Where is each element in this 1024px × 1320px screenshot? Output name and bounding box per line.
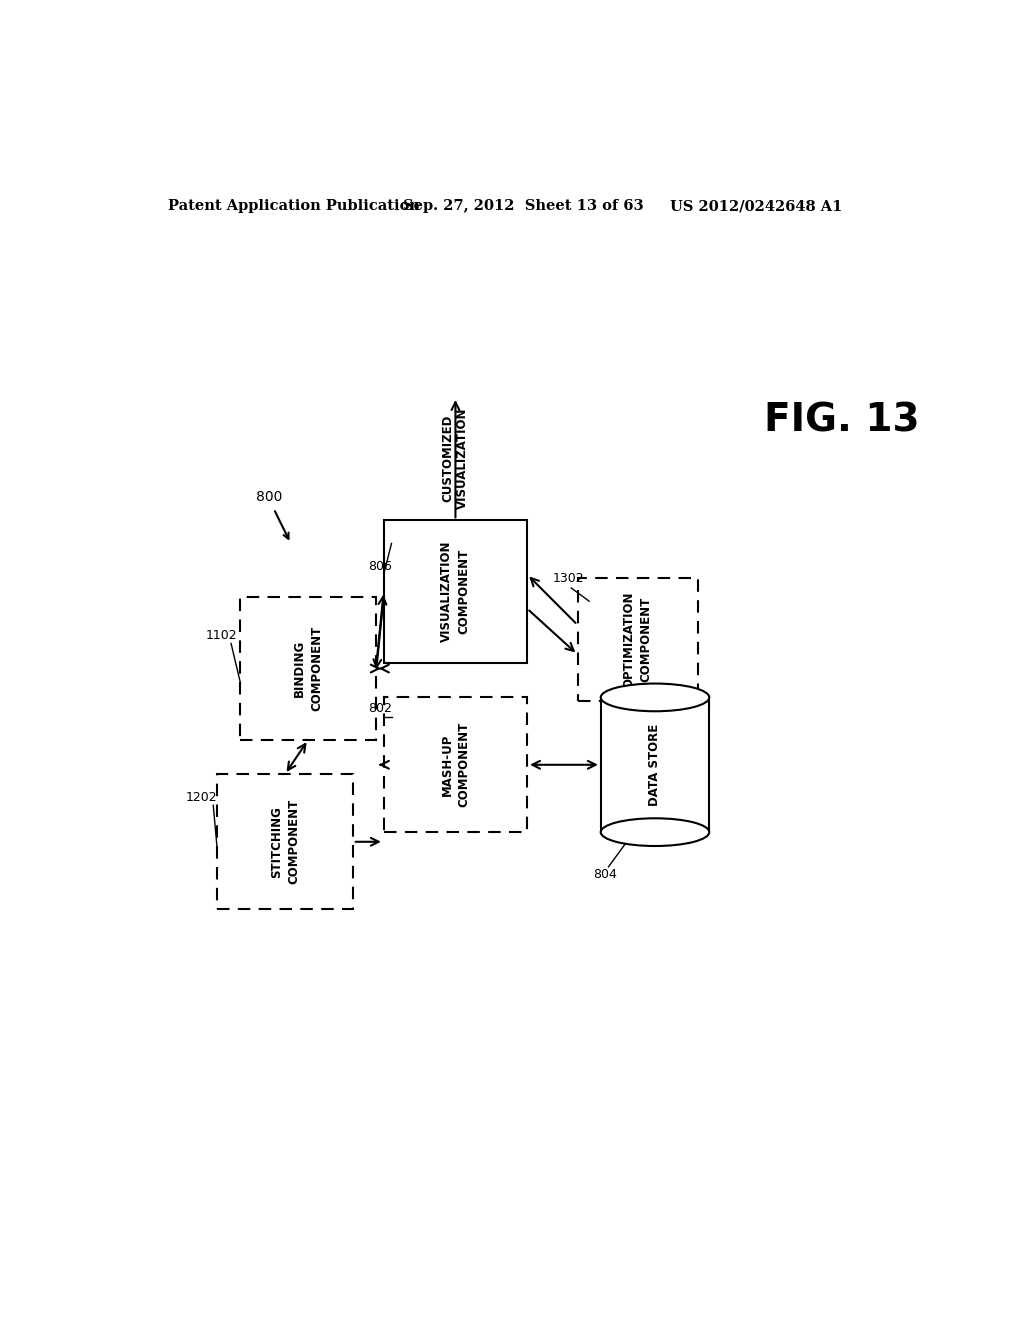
Text: 1102: 1102 — [206, 630, 238, 643]
Text: OPTIMIZATION
COMPONENT: OPTIMIZATION COMPONENT — [623, 591, 652, 688]
Ellipse shape — [601, 684, 710, 711]
Text: FIG. 13: FIG. 13 — [764, 401, 920, 440]
Text: US 2012/0242648 A1: US 2012/0242648 A1 — [671, 199, 843, 213]
Text: VISUALIZATION
COMPONENT: VISUALIZATION COMPONENT — [440, 541, 470, 643]
Text: 802: 802 — [369, 702, 392, 715]
Text: CUSTOMIZED
VISUALIZATION: CUSTOMIZED VISUALIZATION — [441, 408, 469, 510]
Text: STITCHING
COMPONENT: STITCHING COMPONENT — [270, 799, 300, 884]
Bar — [241, 597, 376, 739]
Text: 1302: 1302 — [553, 572, 585, 585]
Bar — [601, 697, 710, 832]
Bar — [217, 775, 352, 909]
Text: BINDING
COMPONENT: BINDING COMPONENT — [293, 626, 324, 711]
Text: 800: 800 — [256, 490, 283, 504]
Bar — [578, 578, 697, 701]
Text: Sep. 27, 2012  Sheet 13 of 63: Sep. 27, 2012 Sheet 13 of 63 — [403, 199, 644, 213]
Text: 1202: 1202 — [186, 791, 218, 804]
Bar — [384, 520, 527, 663]
Text: 806: 806 — [369, 560, 392, 573]
Bar — [384, 697, 527, 832]
Ellipse shape — [601, 818, 710, 846]
Text: DATA STORE: DATA STORE — [648, 723, 662, 807]
Text: MASH-UP
COMPONENT: MASH-UP COMPONENT — [440, 722, 470, 808]
Text: 804: 804 — [593, 869, 616, 880]
Text: Patent Application Publication: Patent Application Publication — [168, 199, 420, 213]
